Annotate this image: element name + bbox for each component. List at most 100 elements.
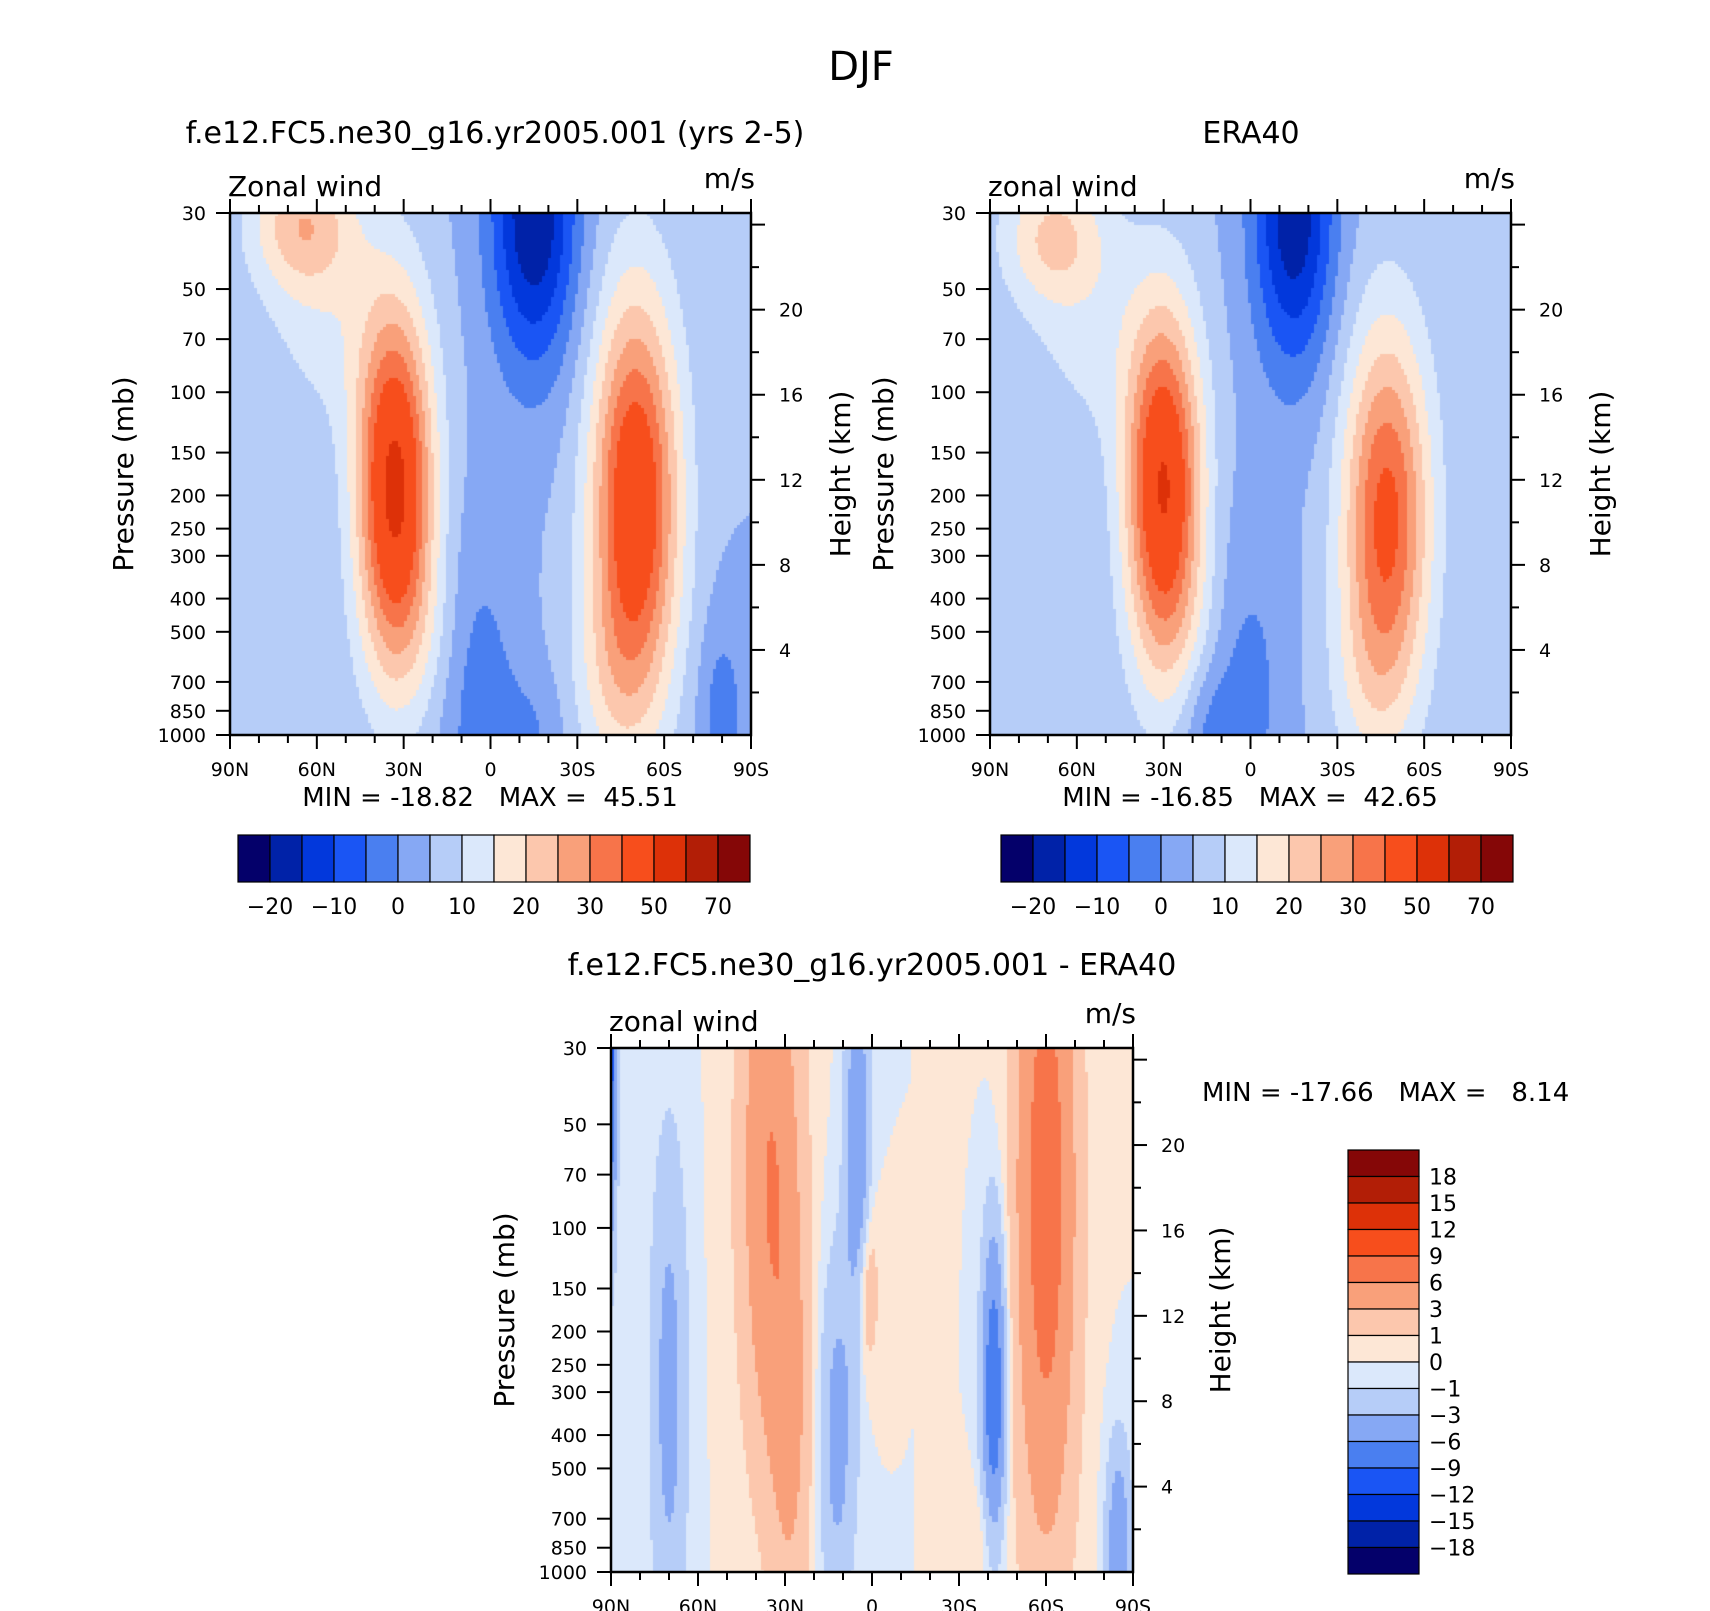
y-tick-label: 1000 (539, 1562, 587, 1584)
y-tick-label: 70 (182, 329, 206, 351)
y-tick-label: 400 (551, 1425, 587, 1447)
colorbar-box (1347, 1334, 1420, 1363)
x-tick-label: 30N (1144, 759, 1182, 781)
colorbar-label: 30 (576, 895, 604, 920)
colorbar-box (1416, 834, 1450, 883)
y-right-tick-label: 20 (1161, 1135, 1185, 1157)
y-tick-label: 700 (930, 672, 966, 694)
colorbar-label: −20 (1010, 895, 1056, 920)
colorbar-box (1480, 834, 1514, 883)
figure-title: DJF (828, 44, 894, 90)
x-tick-label: 60N (679, 1596, 717, 1611)
colorbar-box (1347, 1202, 1420, 1231)
x-tick-label: 30S (559, 759, 595, 781)
y-tick-label: 50 (182, 279, 206, 301)
panel-diff: f.e12.FC5.ne30_g16.yr2005.001 - ERA40 zo… (488, 948, 1569, 1611)
y-tick-label: 700 (170, 672, 206, 694)
y-tick-label: 100 (170, 382, 206, 404)
y-right-tick-label: 16 (1161, 1220, 1185, 1242)
colorbar-box (1347, 1361, 1420, 1390)
panel-era40-stats: MIN = -16.85 MAX = 42.65 (1062, 783, 1438, 813)
y-tick-label: 1000 (158, 725, 206, 747)
colorbar-label: −9 (1429, 1457, 1461, 1482)
y-tick-label: 50 (942, 279, 966, 301)
panel-era40-plot (990, 213, 1511, 735)
y-right-tick-label: 4 (1161, 1477, 1173, 1499)
colorbar-box (557, 834, 591, 883)
colorbar-box (1032, 834, 1066, 883)
x-tick-label: 60S (646, 759, 682, 781)
colorbar-box (1347, 1414, 1420, 1443)
y-tick-label: 150 (170, 443, 206, 465)
colorbar-label: −1 (1429, 1378, 1461, 1403)
colorbar-box (429, 834, 463, 883)
y-tick-label: 500 (551, 1458, 587, 1480)
colorbar-box (1347, 1387, 1420, 1416)
y-tick-label: 100 (930, 382, 966, 404)
colorbar-box (1128, 834, 1162, 883)
colorbar-label: 15 (1429, 1192, 1457, 1217)
panel-diff-subtitle-right: m/s (1085, 997, 1136, 1030)
panel-diff-stats: MIN = -17.66 MAX = 8.14 (1202, 1078, 1569, 1108)
colorbar-box (333, 834, 367, 883)
colorbar-label: 18 (1429, 1166, 1457, 1191)
colorbar-model: −20 −10 0 10 20 30 50 70 (237, 834, 751, 920)
y-right-tick-label: 20 (779, 300, 803, 322)
colorbar-box (1160, 834, 1194, 883)
y-right-tick-label: 4 (779, 640, 791, 662)
colorbar-label: −10 (311, 895, 357, 920)
colorbar-box (1256, 834, 1290, 883)
panel-model-title: f.e12.FC5.ne30_g16.yr2005.001 (yrs 2-5) (186, 116, 805, 151)
colorbar-box (1347, 1467, 1420, 1496)
colorbar-label: −12 (1429, 1484, 1475, 1509)
y-tick-label: 400 (170, 589, 206, 611)
colorbar-label: −3 (1429, 1404, 1461, 1429)
x-tick-label: 0 (484, 759, 496, 781)
panel-diff-field (611, 1048, 1133, 1572)
y-tick-label: 70 (942, 329, 966, 351)
y-tick-label: 700 (551, 1509, 587, 1531)
colorbar-box (1448, 834, 1482, 883)
colorbar-box (237, 834, 271, 883)
colorbar-label: 0 (1154, 895, 1168, 920)
colorbar-label: −6 (1429, 1431, 1461, 1456)
y-tick-label: 70 (563, 1165, 587, 1187)
x-tick-label: 60N (298, 759, 336, 781)
panel-era40-title: ERA40 (1202, 116, 1299, 151)
colorbar-box (1224, 834, 1258, 883)
colorbar-label: 20 (512, 895, 540, 920)
y-tick-label: 850 (551, 1538, 587, 1560)
panel-model-subtitle-right: m/s (704, 162, 755, 195)
y-tick-label: 250 (551, 1355, 587, 1377)
y-tick-label: 250 (930, 519, 966, 541)
colorbar-box (621, 834, 655, 883)
panel-era40-axes: 90N 60N 30N 0 30S 60S 90S 30 50 70 100 150 200 250 300… (918, 199, 1563, 781)
panel-era40-field (990, 213, 1511, 735)
y-right-tick-label: 8 (1161, 1391, 1173, 1413)
y-tick-label: 850 (170, 701, 206, 723)
colorbar-era40: −20 −10 0 10 20 30 50 70 (1000, 834, 1514, 920)
panel-diff-subtitle-left: zonal wind (609, 1005, 759, 1038)
x-tick-label: 90S (733, 759, 769, 781)
colorbar-label: 70 (704, 895, 732, 920)
x-tick-label: 60S (1406, 759, 1442, 781)
panel-era40-ylabel: Pressure (mb) (867, 376, 900, 571)
panel-model: f.e12.FC5.ne30_g16.yr2005.001 (yrs 2-5) … (107, 116, 857, 813)
colorbar-label: −20 (247, 895, 293, 920)
colorbar-box (1192, 834, 1226, 883)
y-tick-label: 250 (170, 519, 206, 541)
colorbar-box (1347, 1308, 1420, 1337)
y-tick-label: 30 (563, 1038, 587, 1060)
colorbar-label: 3 (1429, 1298, 1443, 1323)
colorbar-box (1000, 834, 1034, 883)
colorbar-label: 70 (1467, 895, 1495, 920)
y-tick-label: 400 (930, 589, 966, 611)
colorbar-label: −10 (1074, 895, 1120, 920)
y-tick-label: 100 (551, 1218, 587, 1240)
colorbar-box (1347, 1175, 1420, 1204)
panel-diff-title: f.e12.FC5.ne30_g16.yr2005.001 - ERA40 (568, 948, 1177, 983)
panel-model-stats: MIN = -18.82 MAX = 45.51 (302, 783, 678, 813)
y-right-tick-label: 4 (1539, 640, 1551, 662)
colorbar-label: 0 (391, 895, 405, 920)
